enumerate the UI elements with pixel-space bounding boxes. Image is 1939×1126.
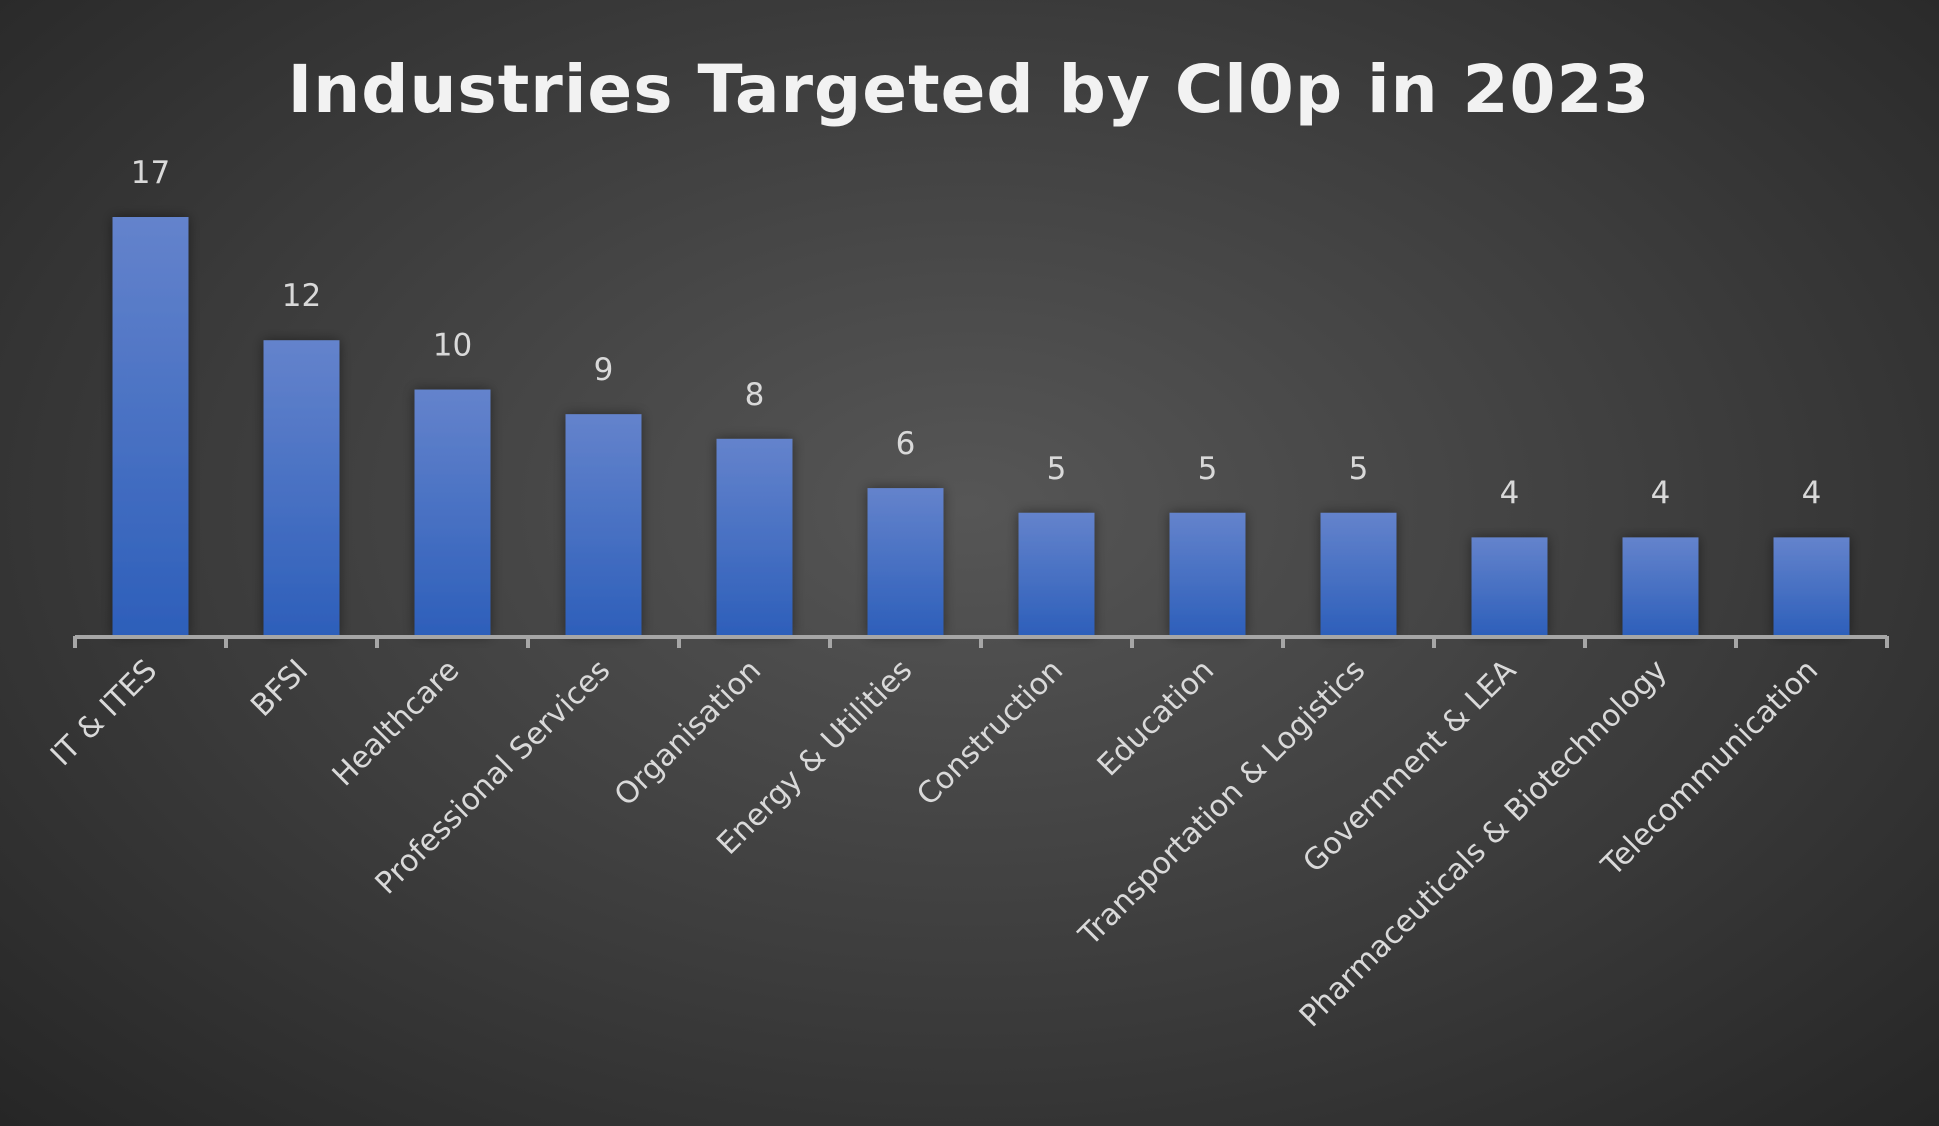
data-label: 17 [131,155,170,191]
bar [112,217,189,636]
bar [1320,512,1397,636]
x-tick-label: BFSI [244,653,315,724]
x-tick-label: Construction [910,653,1070,813]
x-tick-label: Healthcare [326,653,466,793]
data-label: 5 [1047,451,1067,487]
bar [1018,512,1095,636]
bar [414,389,491,636]
bar [1773,537,1850,636]
data-label: 8 [745,377,765,413]
bar [716,438,793,636]
data-label: 4 [1802,475,1822,511]
bar [1622,537,1699,636]
data-label: 4 [1500,475,1520,511]
data-label: 6 [896,426,916,462]
chart-title: Industries Targeted by Cl0p in 2023 [288,51,1651,128]
data-label: 9 [594,352,614,388]
data-label: 5 [1198,451,1218,487]
bar [565,414,642,636]
bar [263,340,340,636]
bars: 17 12 10 9 8 6 5 5 5 4 4 4 [112,155,1850,636]
data-label: 12 [282,278,321,314]
bar [867,488,944,636]
bar [1471,537,1548,636]
data-label: 4 [1651,475,1671,511]
x-tick-label: IT & ITES [44,653,164,773]
bar [1169,512,1246,636]
x-tick-label: Organisation [608,653,768,813]
data-label: 10 [433,328,472,364]
data-label: 5 [1349,451,1369,487]
x-tick-label: Education [1091,653,1221,783]
x-tick-label: Transportation & Logistics [1072,653,1372,953]
